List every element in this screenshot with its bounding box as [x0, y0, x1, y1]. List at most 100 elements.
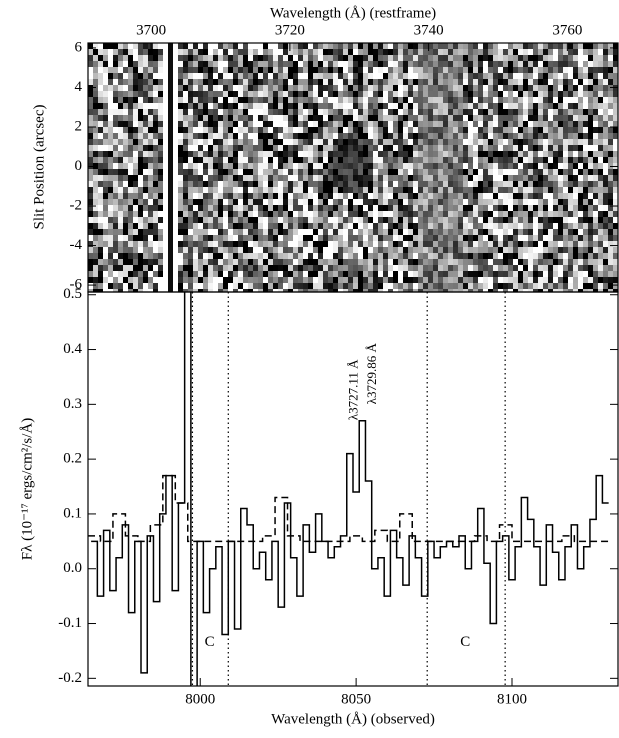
image-pixel [588, 259, 593, 265]
image-pixel [333, 85, 338, 91]
image-pixel [348, 181, 353, 187]
image-pixel [448, 43, 453, 49]
image-pixel [173, 265, 178, 271]
image-pixel [193, 73, 198, 79]
image-pixel [408, 85, 413, 91]
image-pixel [188, 205, 193, 211]
image-pixel [333, 67, 338, 73]
image-pixel [483, 229, 488, 235]
image-pixel [298, 271, 303, 277]
image-pixel [398, 139, 403, 145]
image-pixel [463, 73, 468, 79]
image-pixel [433, 277, 438, 283]
image-pixel [233, 73, 238, 79]
image-pixel [183, 127, 188, 133]
image-pixel [548, 67, 553, 73]
image-pixel [108, 187, 113, 193]
image-pixel [328, 103, 333, 109]
image-pixel [483, 265, 488, 271]
image-pixel [368, 205, 373, 211]
image-pixel [498, 271, 503, 277]
image-pixel [188, 91, 193, 97]
image-pixel [483, 241, 488, 247]
image-pixel [193, 97, 198, 103]
image-pixel [108, 253, 113, 259]
image-pixel [578, 187, 583, 193]
image-pixel [358, 187, 363, 193]
image-pixel [473, 193, 478, 199]
image-pixel [558, 61, 563, 67]
image-pixel [498, 205, 503, 211]
image-pixel [293, 283, 298, 289]
image-pixel [593, 283, 598, 289]
image-pixel [118, 49, 123, 55]
image-pixel [288, 229, 293, 235]
image-pixel [468, 199, 473, 205]
image-pixel [228, 151, 233, 157]
image-pixel [348, 127, 353, 133]
image-pixel [543, 61, 548, 67]
image-pixel [513, 91, 518, 97]
image-pixel [183, 193, 188, 199]
image-pixel [498, 157, 503, 163]
image-pixel [598, 259, 603, 265]
image-pixel [178, 139, 183, 145]
image-pixel [223, 103, 228, 109]
image-pixel [208, 229, 213, 235]
y-tick-label: 2 [75, 118, 83, 134]
image-pixel [358, 49, 363, 55]
image-pixel [243, 169, 248, 175]
image-pixel [603, 73, 608, 79]
image-pixel [468, 259, 473, 265]
image-pixel [198, 223, 203, 229]
image-pixel [288, 271, 293, 277]
image-pixel [483, 115, 488, 121]
image-pixel [553, 217, 558, 223]
image-pixel [113, 97, 118, 103]
image-pixel [373, 181, 378, 187]
image-pixel [103, 55, 108, 61]
image-pixel [513, 217, 518, 223]
image-pixel [258, 151, 263, 157]
image-pixel [338, 259, 343, 265]
image-pixel [233, 121, 238, 127]
image-pixel [523, 271, 528, 277]
image-pixel [173, 271, 178, 277]
image-pixel [508, 91, 513, 97]
image-pixel [548, 235, 553, 241]
image-pixel [358, 97, 363, 103]
image-pixel [603, 187, 608, 193]
image-pixel [613, 283, 618, 289]
image-pixel [133, 193, 138, 199]
image-pixel [408, 247, 413, 253]
image-pixel [298, 115, 303, 121]
image-pixel [243, 43, 248, 49]
image-pixel [98, 277, 103, 283]
image-pixel [403, 79, 408, 85]
image-pixel [528, 103, 533, 109]
image-pixel [558, 163, 563, 169]
image-pixel [583, 61, 588, 67]
image-pixel [228, 85, 233, 91]
image-pixel [423, 61, 428, 67]
image-pixel [373, 133, 378, 139]
image-pixel [543, 193, 548, 199]
image-pixel [543, 211, 548, 217]
image-pixel [278, 103, 283, 109]
image-pixel [93, 85, 98, 91]
image-pixel [303, 259, 308, 265]
image-pixel [238, 157, 243, 163]
image-pixel [278, 205, 283, 211]
image-pixel [313, 283, 318, 289]
image-pixel [478, 85, 483, 91]
image-pixel [153, 247, 158, 253]
image-pixel [243, 151, 248, 157]
image-pixel [438, 253, 443, 259]
image-pixel [338, 139, 343, 145]
image-pixel [503, 169, 508, 175]
image-pixel [548, 205, 553, 211]
image-pixel [283, 163, 288, 169]
image-pixel [198, 151, 203, 157]
image-pixel [188, 157, 193, 163]
image-pixel [263, 67, 268, 73]
